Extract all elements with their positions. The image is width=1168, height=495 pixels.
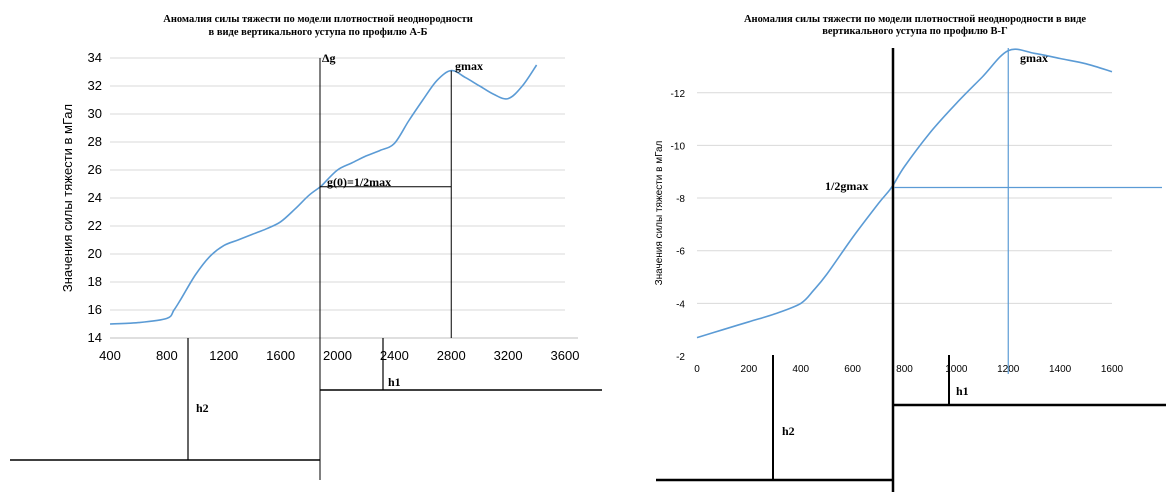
gravity-anomaly-line	[696, 48, 1113, 339]
y-tick-label: 22	[88, 218, 102, 233]
half-gmax-label: 1/2gmax	[825, 179, 868, 193]
x-tick-label: 1600	[1101, 364, 1124, 375]
y-tick-label: 28	[88, 134, 102, 149]
y-tick-label: 30	[88, 106, 102, 121]
x-tick-label: 800	[896, 364, 913, 375]
gravity-anomaly-line	[109, 64, 538, 325]
chart-title-line1: Аномалия силы тяжести по модели плотност…	[163, 14, 473, 25]
x-tick-label: 400	[99, 348, 121, 363]
y-tick-label: 24	[88, 190, 102, 205]
x-tick-labels: 400 800 1200 1600 2000 2400 2800 3200 3600	[99, 348, 579, 363]
x-tick-labels: 0 200 400 600 800 1000 1200 1400 1600	[694, 364, 1123, 375]
x-tick-label: 2400	[380, 348, 409, 363]
y-tick-label: 16	[88, 302, 102, 317]
y-tick-labels: 14 16 18 20 22 24 26 28 30 32 34	[88, 50, 102, 345]
x-tick-label: 400	[792, 364, 809, 375]
chart-profile-vg: Аномалия силы тяжести по модели плотност…	[654, 14, 1166, 492]
y-tick-label: 32	[88, 78, 102, 93]
y-tick-label: -6	[676, 247, 685, 258]
x-tick-label: 3200	[494, 348, 523, 363]
x-tick-label: 2800	[437, 348, 466, 363]
y-tick-label: 20	[88, 246, 102, 261]
chart-title-line2: вертикального уступа по профилю В-Г	[822, 26, 1008, 37]
h2-label: h2	[196, 401, 209, 415]
x-tick-label: 2000	[323, 348, 352, 363]
gmax-label: gmax	[1020, 51, 1048, 65]
chart-profile-ab: Аномалия силы тяжести по модели плотност…	[10, 14, 602, 480]
x-tick-label: 1400	[1049, 364, 1072, 375]
y-axis-label: Значения силы тяжести в мГал	[654, 140, 665, 285]
x-tick-label: 200	[741, 364, 758, 375]
chart-title-line2: в виде вертикального уступа по профилю А…	[209, 27, 428, 38]
y-tick-label: -12	[671, 89, 686, 100]
x-tick-label: 3600	[551, 348, 580, 363]
x-tick-label: 1600	[266, 348, 295, 363]
h1-label: h1	[388, 375, 401, 389]
x-tick-label: 1000	[945, 364, 968, 375]
y-tick-label: -2	[676, 352, 685, 363]
y-tick-label: -4	[676, 299, 685, 310]
h2-label: h2	[782, 424, 795, 438]
y-tick-label: 34	[88, 50, 102, 65]
gmax-label: gmax	[455, 59, 483, 73]
y-axis-label: Значения силы тяжести в мГал	[60, 104, 75, 292]
y-tick-labels: -2 -4 -6 -8 -10 -12	[671, 89, 686, 363]
x-tick-label: 600	[844, 364, 861, 375]
y-tick-label: 14	[88, 330, 102, 345]
y-tick-label: -8	[676, 194, 685, 205]
y-tick-label: -10	[671, 141, 686, 152]
chart-title-line1: Аномалия силы тяжести по модели плотност…	[744, 14, 1086, 25]
gridlines	[697, 92, 1112, 304]
x-tick-label: 1200	[209, 348, 238, 363]
g0-label: g(0)=1/2max	[327, 175, 391, 189]
y-tick-label: 18	[88, 274, 102, 289]
delta-g-label: Δg	[322, 51, 336, 65]
h1-label: h1	[956, 384, 969, 398]
y-tick-label: 26	[88, 162, 102, 177]
x-tick-label: 0	[694, 364, 700, 375]
x-tick-label: 800	[156, 348, 178, 363]
